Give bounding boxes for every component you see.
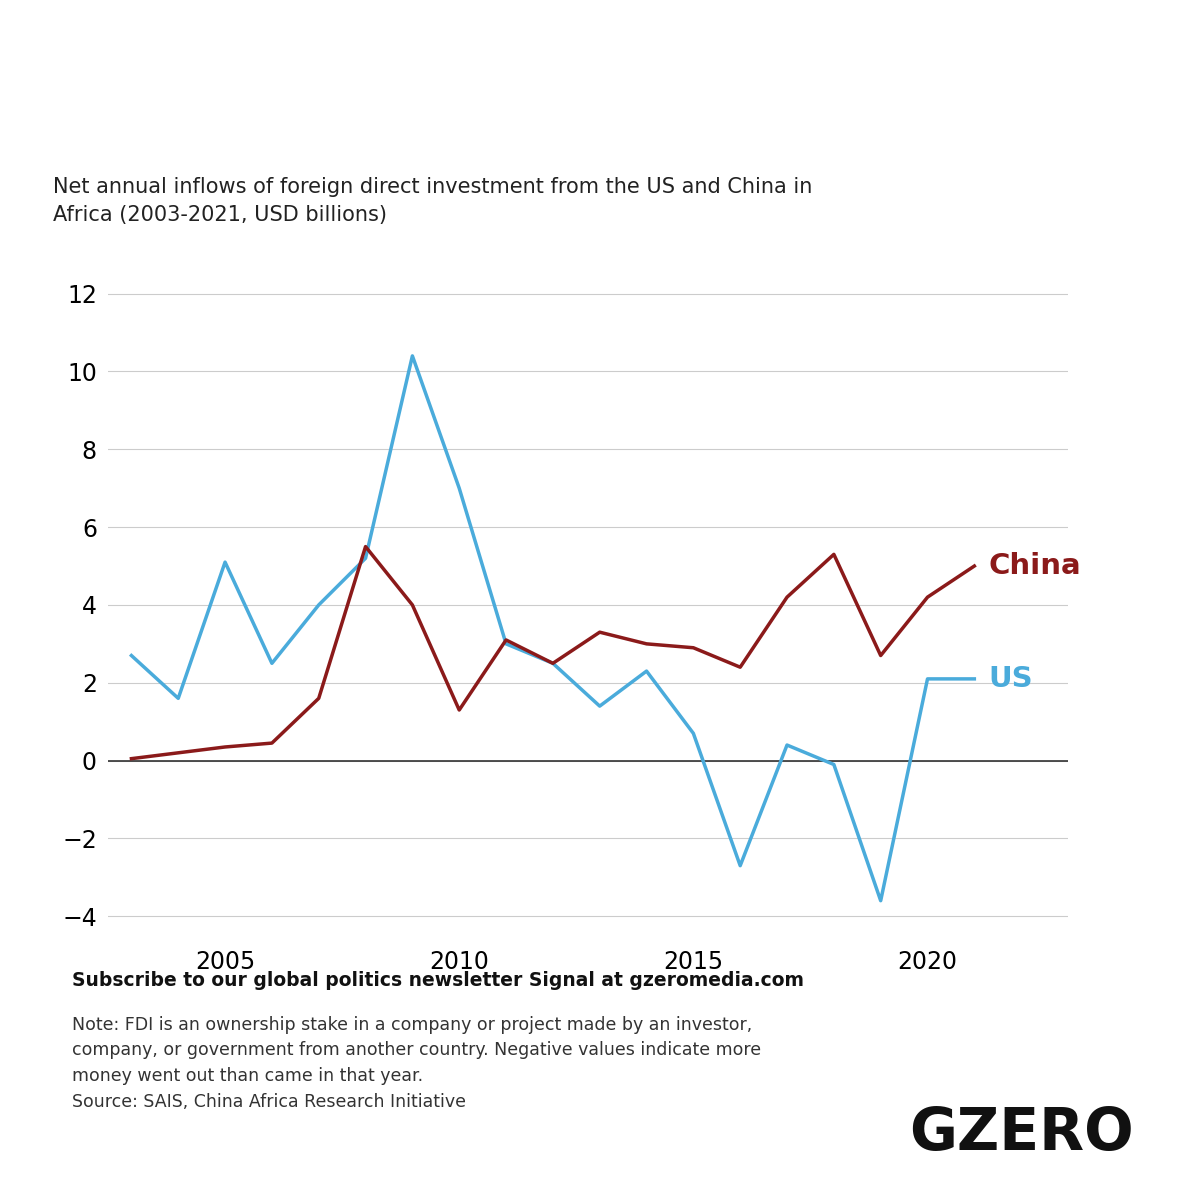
Text: China: China [989,552,1081,581]
Text: US vs China: Who invests more in Africa?: US vs China: Who invests more in Africa? [46,51,1200,106]
Text: Note: FDI is an ownership stake in a company or project made by an investor,
com: Note: FDI is an ownership stake in a com… [72,1016,761,1111]
Text: GZERO: GZERO [910,1105,1134,1162]
Text: Net annual inflows of foreign direct investment from the US and China in
Africa : Net annual inflows of foreign direct inv… [53,178,812,225]
Text: Subscribe to our global politics newsletter Signal at gzeromedia.com: Subscribe to our global politics newslet… [72,971,804,991]
Text: US: US [989,665,1033,693]
